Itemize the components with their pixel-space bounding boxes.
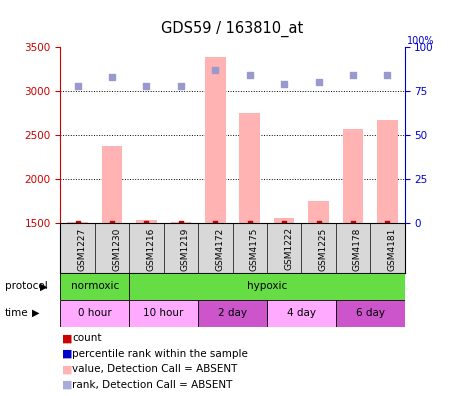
Text: 4 day: 4 day <box>287 308 316 318</box>
Bar <box>274 218 294 223</box>
Text: normoxic: normoxic <box>71 281 119 291</box>
Point <box>246 220 253 227</box>
Bar <box>308 201 329 223</box>
Text: 6 day: 6 day <box>356 308 385 318</box>
Text: GSM4172: GSM4172 <box>215 227 224 270</box>
Text: value, Detection Call = ABSENT: value, Detection Call = ABSENT <box>72 364 238 374</box>
Point <box>143 220 150 227</box>
Point <box>74 220 81 227</box>
Point <box>74 83 81 89</box>
Text: 2 day: 2 day <box>218 308 247 318</box>
Text: GSM4175: GSM4175 <box>250 227 259 271</box>
Point <box>212 67 219 73</box>
Text: rank, Detection Call = ABSENT: rank, Detection Call = ABSENT <box>72 379 232 390</box>
Text: 100%: 100% <box>407 36 435 46</box>
Bar <box>198 300 267 327</box>
Point <box>315 79 322 86</box>
Text: protocol: protocol <box>5 281 47 291</box>
Point <box>315 220 322 227</box>
Text: 0 hour: 0 hour <box>78 308 112 318</box>
Point <box>280 81 288 87</box>
Text: GDS59 / 163810_at: GDS59 / 163810_at <box>161 21 304 37</box>
Text: ■: ■ <box>62 333 73 343</box>
Text: GSM1225: GSM1225 <box>319 227 327 270</box>
Point <box>143 83 150 89</box>
Point <box>384 220 391 227</box>
Text: GSM1216: GSM1216 <box>146 227 155 271</box>
Text: hypoxic: hypoxic <box>247 281 287 291</box>
Text: ▶: ▶ <box>40 281 47 291</box>
Bar <box>267 300 336 327</box>
Bar <box>102 146 122 223</box>
Point <box>349 72 357 78</box>
Bar <box>129 300 198 327</box>
Text: count: count <box>72 333 101 343</box>
Bar <box>336 300 405 327</box>
Point <box>280 220 288 227</box>
Text: GSM1230: GSM1230 <box>112 227 121 271</box>
Text: GSM4181: GSM4181 <box>387 227 396 271</box>
Point <box>246 72 253 78</box>
Text: ▶: ▶ <box>32 308 39 318</box>
Bar <box>343 129 363 223</box>
Bar <box>239 113 260 223</box>
Point <box>177 220 185 227</box>
Text: percentile rank within the sample: percentile rank within the sample <box>72 349 248 359</box>
Bar <box>205 57 226 223</box>
Bar <box>377 120 398 223</box>
Point <box>108 74 116 80</box>
Bar <box>129 273 405 300</box>
Text: GSM1227: GSM1227 <box>78 227 86 270</box>
Text: GSM4178: GSM4178 <box>353 227 362 271</box>
Text: GSM1222: GSM1222 <box>284 227 293 270</box>
Text: 10 hour: 10 hour <box>144 308 184 318</box>
Bar <box>60 273 129 300</box>
Text: time: time <box>5 308 28 318</box>
Text: GSM1219: GSM1219 <box>181 227 190 271</box>
Text: ■: ■ <box>62 349 73 359</box>
Point <box>108 220 116 227</box>
Point <box>212 220 219 227</box>
Bar <box>60 300 129 327</box>
Text: ■: ■ <box>62 379 73 390</box>
Point <box>384 72 391 78</box>
Text: ■: ■ <box>62 364 73 374</box>
Point <box>177 83 185 89</box>
Point <box>349 220 357 227</box>
Bar <box>136 220 157 223</box>
